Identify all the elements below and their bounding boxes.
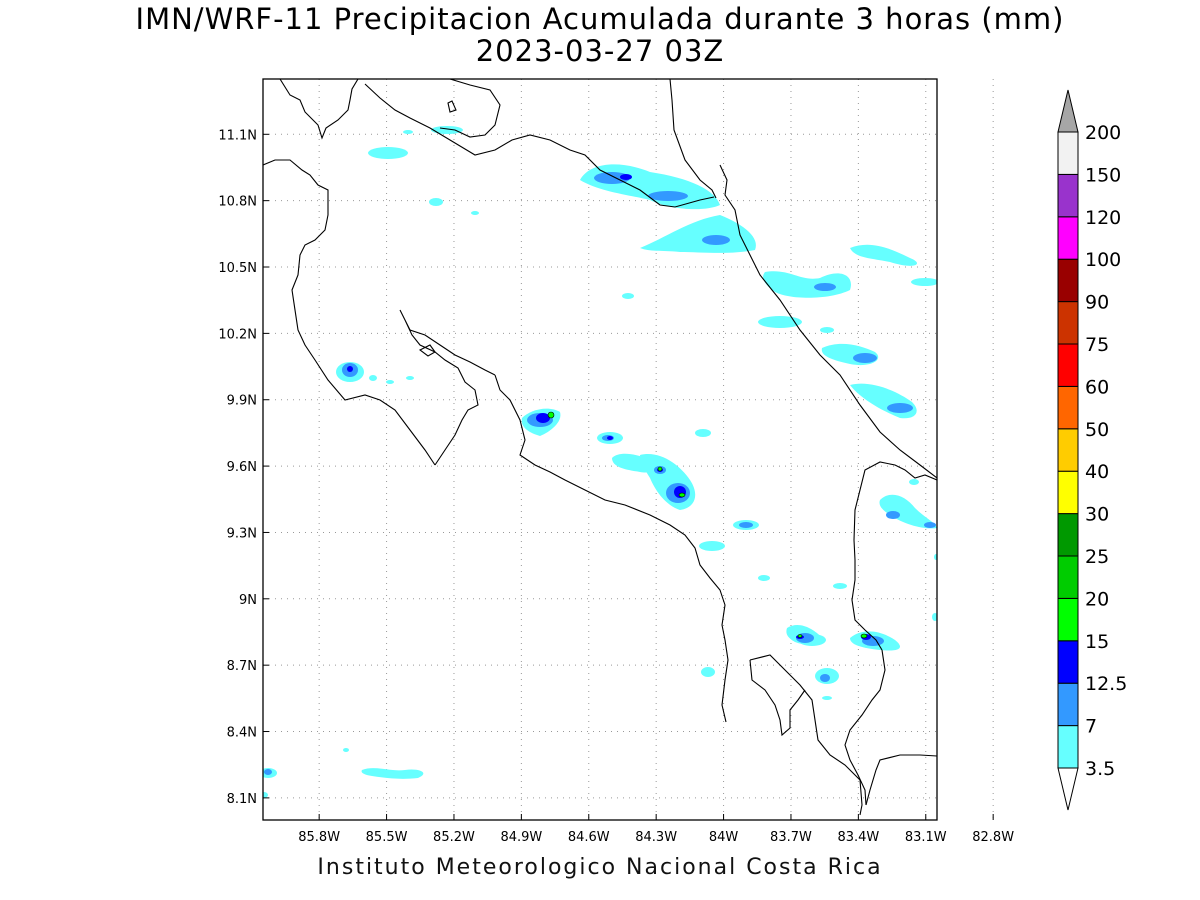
colorbar-segment [1057, 682, 1079, 727]
colorbar-segment [1057, 301, 1079, 345]
colorbar-segment [1057, 640, 1079, 684]
colorbar-level-label: 12.5 [1085, 673, 1127, 695]
colorbar-level-label: 150 [1085, 164, 1121, 186]
colorbar-level-label: 30 [1085, 504, 1109, 526]
lon-tick-label: 82.8W [972, 830, 1014, 845]
colorbar-legend: 3.5 7 12.5 15 20 25 30 40 50 60 75 90 100 120 150 200 [1057, 89, 1127, 811]
lat-tick-label: 8.1N [227, 792, 257, 807]
colorbar-segment [1057, 513, 1079, 557]
lat-tick-label: 10.2N [218, 327, 257, 342]
colorbar-level-label: 40 [1085, 461, 1109, 483]
colorbar-segment [1057, 428, 1079, 472]
lon-tick-label: 83.7W [770, 830, 812, 845]
lon-tick-label: 85.2W [433, 830, 475, 845]
lat-tick-label: 9.9N [227, 394, 257, 409]
colorbar-segment [1057, 131, 1079, 175]
colorbar-level-label: 7 [1085, 716, 1097, 738]
colorbar-over-arrow [1057, 89, 1079, 133]
lon-tick-label: 85.5W [366, 830, 408, 845]
colorbar-segment [1057, 343, 1079, 387]
lat-tick-label: 11.1N [218, 128, 257, 143]
map-subtitle-date: 2023-03-27 03Z [475, 34, 725, 68]
lat-tick-label: 9.3N [227, 526, 257, 541]
lat-tick-label: 9.6N [227, 460, 257, 475]
map-frame [262, 78, 938, 821]
lon-tick-label: 83.4W [837, 830, 879, 845]
colorbar-segment [1057, 385, 1079, 430]
lon-tick-label: 84.6W [568, 830, 610, 845]
lon-tick-label: 84W [709, 830, 739, 845]
lat-tick-label: 10.8N [218, 195, 257, 210]
colorbar-segment [1057, 173, 1079, 218]
colorbar-segment [1057, 725, 1079, 769]
colorbar-level-label: 60 [1085, 376, 1109, 398]
colorbar-level-label: 75 [1085, 334, 1109, 356]
colorbar-level-label: 90 [1085, 292, 1109, 314]
map-title: IMN/WRF-11 Precipitacion Acumulada duran… [135, 2, 1065, 36]
institution-footer: Instituto Meteorologico Nacional Costa R… [317, 855, 883, 880]
lon-tick-label: 84.9W [500, 830, 542, 845]
colorbar-level-label: 120 [1085, 207, 1121, 229]
grid-lines [263, 79, 994, 820]
lat-tick-label: 9N [239, 593, 257, 608]
coastlines-borders [263, 79, 937, 816]
colorbar-level-label: 25 [1085, 546, 1109, 568]
precip-band-15 [547, 411, 868, 639]
colorbar-level-label: 15 [1085, 631, 1109, 653]
colorbar-segment [1057, 555, 1079, 599]
lat-tick-label: 10.5N [218, 261, 257, 276]
precipitation-fields [263, 126, 937, 798]
colorbar-segment [1057, 470, 1079, 515]
lon-tick-label: 85.8W [298, 830, 340, 845]
colorbar-level-label: 50 [1085, 419, 1109, 441]
precip-band-7 [264, 172, 936, 775]
lon-tick-label: 83.1W [905, 830, 947, 845]
lat-tick-label: 8.4N [227, 726, 257, 741]
lat-tick-label: 8.7N [227, 659, 257, 674]
precip-band-12.5 [347, 174, 871, 640]
colorbar-under-arrow [1057, 767, 1079, 811]
latitude-labels: 11.1N 10.8N 10.5N 10.2N 9.9N 9.6N 9.3N 9N 8.7N 8.… [218, 128, 269, 807]
colorbar-level-label: 100 [1085, 249, 1121, 271]
precip-band-3.5 [263, 126, 937, 798]
longitude-labels: 85.8W 85.5W 85.2W 84.9W 84.6W 84.3W 84W 83.7W 83… [298, 814, 1014, 845]
colorbar-segment [1057, 216, 1079, 260]
colorbar-level-label: 20 [1085, 588, 1109, 610]
colorbar-segment [1057, 597, 1079, 642]
lon-tick-label: 84.3W [635, 830, 677, 845]
colorbar-level-label: 3.5 [1085, 758, 1115, 780]
colorbar-segment [1057, 258, 1079, 303]
colorbar-level-label: 200 [1085, 122, 1121, 144]
